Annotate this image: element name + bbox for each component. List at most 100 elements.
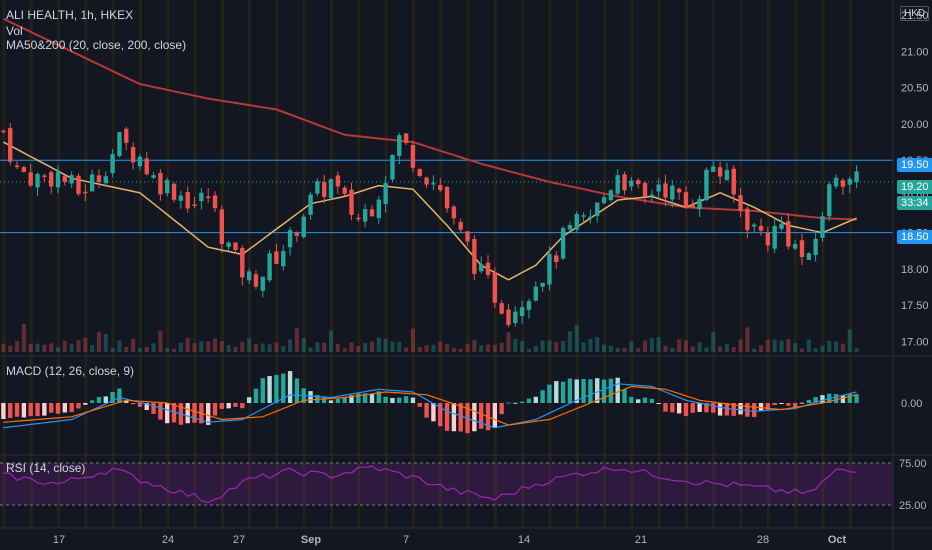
volume-bar — [827, 340, 832, 352]
macd-histogram-bar — [1, 403, 6, 420]
session-band — [848, 0, 852, 528]
macd-histogram-bar — [438, 403, 443, 427]
macd-histogram-bar — [792, 403, 798, 408]
macd-histogram-bar — [322, 396, 327, 403]
candle-body — [158, 172, 163, 195]
session-band — [630, 0, 634, 528]
session-band — [794, 0, 798, 528]
candle-body — [806, 253, 811, 260]
time-tick-label: 28 — [757, 534, 769, 546]
volume-bar — [110, 347, 115, 352]
macd-histogram-bar — [69, 403, 74, 413]
volume-bar — [349, 342, 354, 352]
candle-body — [117, 132, 122, 157]
candle-body — [847, 178, 852, 185]
candle-body — [185, 192, 190, 209]
candle-body — [199, 192, 204, 202]
price-tick-label: 17.00 — [901, 336, 929, 348]
macd-histogram-bar — [629, 396, 634, 403]
candle-body — [635, 180, 641, 185]
candle-body — [130, 147, 136, 163]
volume-bar — [1, 343, 6, 352]
rsi-path — [3, 465, 857, 503]
macd-histogram-bar — [513, 402, 518, 404]
last-price-badge: 19.20 — [897, 180, 932, 194]
volume-bar — [35, 343, 40, 352]
candle-body — [601, 197, 607, 204]
price-tick-label: 21.50 — [901, 10, 929, 22]
candle-body — [294, 232, 300, 236]
ma-slow-path — [2, 17, 857, 221]
volume-bar — [445, 343, 450, 352]
time-tick-label: 27 — [233, 534, 245, 546]
macd-histogram-bar — [779, 403, 784, 404]
volume-bar — [724, 343, 729, 352]
rsi-line — [3, 465, 857, 503]
candle-body — [431, 182, 436, 185]
candle-body — [96, 175, 102, 182]
macd-histogram-bar — [547, 384, 552, 403]
ma-fast-line — [3, 141, 857, 281]
currency-label[interactable]: HKD — [900, 6, 930, 21]
macd-histogram-bar — [854, 394, 859, 403]
macd-histogram-bar — [8, 403, 13, 419]
macd-histogram-bar — [62, 403, 68, 413]
volume-bar — [103, 333, 108, 352]
candle-body — [171, 183, 177, 200]
volume-bar — [253, 344, 258, 352]
volume-bar — [752, 348, 757, 352]
volume-bar — [158, 330, 163, 352]
macd-histogram-bar — [219, 403, 225, 409]
candlesticks — [1, 123, 859, 328]
volume-bar — [588, 338, 593, 352]
volume-bar — [404, 347, 409, 352]
volume-bar — [301, 337, 306, 352]
candle-body — [704, 169, 709, 201]
volume-bar — [62, 340, 67, 352]
candle-body — [356, 217, 361, 220]
macd-histogram-bar — [642, 397, 648, 403]
macd-histogram-bar — [349, 395, 354, 403]
volume-bar — [137, 348, 142, 352]
candle-body — [342, 187, 347, 194]
volume-bar — [144, 347, 149, 352]
candle-body — [308, 194, 313, 215]
symbol-title: ALI HEALTH, 1h, HKEX — [6, 8, 134, 22]
volume-bar — [15, 340, 20, 352]
candle-body — [485, 262, 491, 275]
macd-histogram-bar — [765, 403, 771, 410]
macd-histogram-bar — [833, 394, 839, 403]
volume-bar — [124, 346, 129, 352]
candle-body — [724, 169, 730, 181]
volume-bar — [485, 344, 491, 352]
macd-histogram-bar — [240, 403, 245, 409]
candle-body — [369, 209, 375, 217]
macd-histogram-bar — [745, 403, 750, 417]
candle-body — [799, 240, 805, 257]
macd-histogram-bar — [287, 371, 293, 403]
session-band — [193, 0, 197, 528]
macd-histogram-bar — [144, 403, 149, 410]
candle-body — [772, 226, 777, 249]
volume-bar — [458, 348, 463, 352]
candle-body — [560, 228, 566, 259]
macd-legend: MACD (12, 26, close, 9) — [6, 364, 135, 378]
candle-body — [35, 173, 40, 188]
candle-body — [89, 174, 95, 192]
volume-bar — [192, 343, 197, 352]
volume-bar — [472, 339, 477, 352]
macd-histogram-bar — [697, 403, 702, 412]
volume-bar — [513, 338, 518, 352]
volume-bar — [690, 346, 695, 352]
candle-body — [649, 194, 655, 197]
macd-histogram-bar — [103, 396, 108, 403]
candle-body — [253, 274, 259, 287]
macd-histogram-bar — [670, 403, 675, 413]
volume-bar — [438, 341, 443, 352]
macd-histogram-bar — [417, 403, 422, 407]
volume-bar — [677, 339, 682, 352]
candle-body — [567, 225, 573, 230]
macd-histogram-bar — [663, 403, 668, 412]
candle-body — [335, 175, 341, 187]
